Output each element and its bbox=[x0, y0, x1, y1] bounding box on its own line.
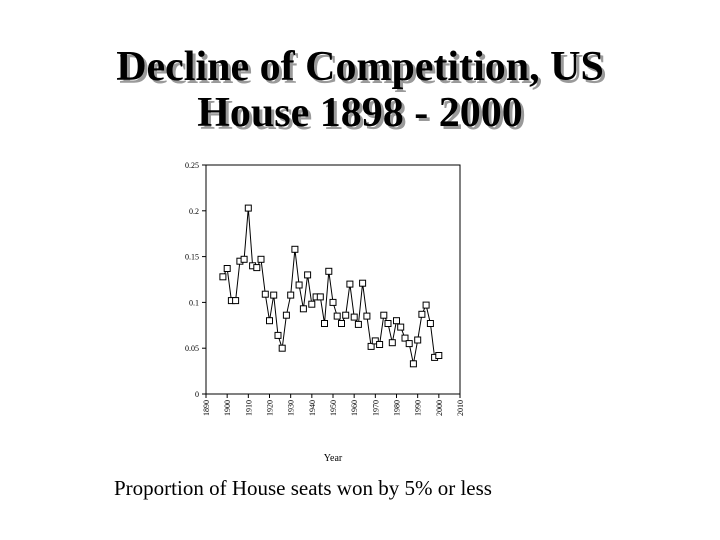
data-point bbox=[261, 290, 269, 298]
x-tick-label: 1950 bbox=[329, 400, 338, 416]
x-axis-label: Year bbox=[324, 453, 343, 464]
data-point bbox=[384, 320, 392, 327]
x-tick-label: 1900 bbox=[223, 400, 232, 416]
data-point bbox=[304, 271, 312, 279]
data-point bbox=[409, 360, 417, 368]
data-point bbox=[363, 312, 371, 320]
data-point bbox=[240, 255, 248, 263]
data-point bbox=[316, 293, 324, 301]
x-tick-label: 2000 bbox=[435, 400, 444, 416]
data-point bbox=[435, 352, 443, 359]
data-point bbox=[278, 344, 286, 352]
data-point bbox=[287, 291, 295, 299]
y-tick-label: 0.1 bbox=[189, 298, 199, 307]
data-point bbox=[346, 280, 354, 288]
data-point bbox=[371, 337, 379, 345]
x-tick-label: 1890 bbox=[202, 400, 211, 416]
data-point bbox=[376, 341, 384, 348]
data-point bbox=[282, 311, 290, 319]
x-tick-label: 1970 bbox=[371, 400, 380, 416]
y-tick-label: 0.25 bbox=[185, 161, 199, 170]
data-point bbox=[244, 204, 252, 212]
data-point bbox=[397, 323, 405, 331]
data-point bbox=[253, 264, 261, 272]
data-point bbox=[257, 255, 265, 263]
data-point bbox=[329, 298, 337, 306]
data-point bbox=[223, 265, 231, 272]
data-point bbox=[393, 317, 400, 325]
data-point bbox=[405, 340, 413, 348]
data-point bbox=[426, 320, 434, 327]
data-point bbox=[270, 291, 278, 299]
data-point bbox=[274, 331, 282, 339]
x-tick-label: 2010 bbox=[456, 400, 465, 416]
y-tick-label: 0 bbox=[195, 390, 199, 399]
x-tick-label: 1980 bbox=[393, 400, 402, 416]
data-point bbox=[232, 297, 240, 305]
data-point bbox=[380, 311, 388, 319]
x-tick-label: 1990 bbox=[414, 400, 423, 416]
data-point bbox=[418, 310, 426, 318]
series-line bbox=[222, 208, 440, 364]
data-point bbox=[295, 281, 303, 289]
y-tick-label: 0.15 bbox=[185, 253, 199, 262]
data-point bbox=[342, 311, 350, 319]
data-point bbox=[266, 317, 273, 325]
data-point bbox=[299, 305, 307, 313]
data-point bbox=[333, 312, 341, 320]
data-point bbox=[321, 320, 328, 327]
x-tick-label: 1910 bbox=[244, 400, 253, 416]
data-point bbox=[359, 279, 367, 287]
data-point bbox=[350, 313, 358, 321]
data-point bbox=[325, 267, 333, 275]
title-line-2: House 1898 - 2000 bbox=[197, 90, 523, 136]
slide-caption: Proportion of House seats won by 5% or l… bbox=[114, 476, 492, 500]
data-point bbox=[291, 245, 299, 253]
x-tick-label: 1960 bbox=[350, 400, 359, 416]
data-point bbox=[422, 301, 430, 309]
plot-frame bbox=[205, 164, 461, 395]
data-point bbox=[388, 339, 396, 347]
data-point bbox=[308, 300, 316, 308]
data-point bbox=[354, 320, 362, 328]
data-point bbox=[338, 320, 345, 327]
x-tick-label: 1930 bbox=[287, 400, 296, 416]
data-point bbox=[219, 273, 227, 281]
x-tick-label: 1940 bbox=[308, 400, 317, 416]
title-line-1: Decline of Competition, US bbox=[116, 44, 604, 90]
data-point bbox=[401, 334, 409, 342]
data-point bbox=[367, 342, 375, 350]
y-tick-label: 0.05 bbox=[185, 344, 199, 353]
data-point bbox=[414, 336, 422, 344]
x-tick-label: 1920 bbox=[266, 400, 275, 416]
y-tick-label: 0.2 bbox=[189, 207, 199, 216]
slide-title: Decline of Competition, US House 1898 - … bbox=[0, 44, 720, 136]
